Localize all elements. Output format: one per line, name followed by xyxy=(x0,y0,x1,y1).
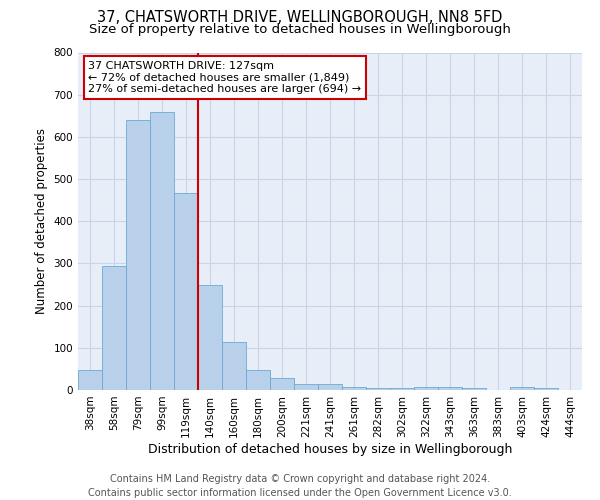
Text: 37, CHATSWORTH DRIVE, WELLINGBOROUGH, NN8 5FD: 37, CHATSWORTH DRIVE, WELLINGBOROUGH, NN… xyxy=(97,10,503,25)
Bar xyxy=(510,387,534,390)
Text: Size of property relative to detached houses in Wellingborough: Size of property relative to detached ho… xyxy=(89,22,511,36)
Bar xyxy=(222,342,246,390)
Bar xyxy=(462,388,486,390)
Bar xyxy=(78,370,102,390)
Bar xyxy=(438,388,462,390)
Bar xyxy=(390,388,414,390)
Bar xyxy=(366,388,390,390)
Bar xyxy=(294,384,318,390)
Bar xyxy=(534,388,558,390)
Y-axis label: Number of detached properties: Number of detached properties xyxy=(35,128,48,314)
Bar xyxy=(150,112,174,390)
Bar xyxy=(342,386,366,390)
Bar xyxy=(414,387,438,390)
Bar xyxy=(174,193,198,390)
Bar xyxy=(102,266,126,390)
Bar xyxy=(126,120,150,390)
Text: Contains HM Land Registry data © Crown copyright and database right 2024.
Contai: Contains HM Land Registry data © Crown c… xyxy=(88,474,512,498)
Bar xyxy=(318,384,342,390)
Text: 37 CHATSWORTH DRIVE: 127sqm
← 72% of detached houses are smaller (1,849)
27% of : 37 CHATSWORTH DRIVE: 127sqm ← 72% of det… xyxy=(88,61,361,94)
Bar xyxy=(270,378,294,390)
Bar xyxy=(198,284,222,390)
X-axis label: Distribution of detached houses by size in Wellingborough: Distribution of detached houses by size … xyxy=(148,442,512,456)
Bar xyxy=(246,370,270,390)
